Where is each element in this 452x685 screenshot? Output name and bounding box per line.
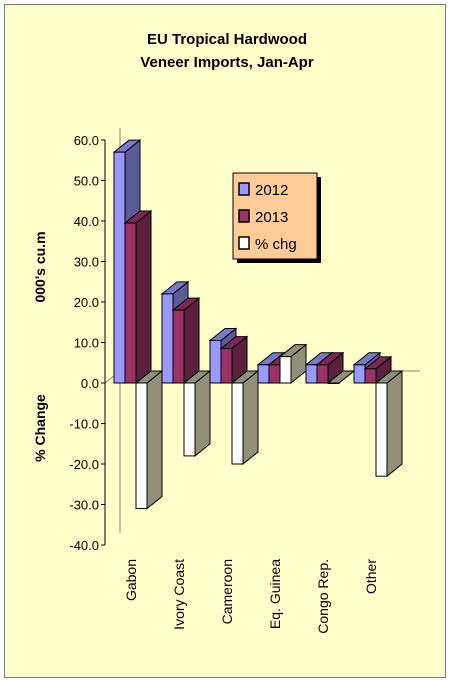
bar-front — [135, 382, 148, 510]
y-tick-label: 10.0 — [74, 336, 99, 351]
bar-front — [161, 293, 174, 384]
y-tick-label: -20.0 — [69, 457, 99, 472]
bar-front — [220, 348, 233, 384]
legend-label-chg: % chg — [255, 236, 297, 253]
bar-side — [242, 369, 259, 466]
bar-side — [194, 369, 211, 457]
legend: 2012 2013 % chg — [232, 172, 321, 263]
bar-front — [183, 382, 196, 457]
y-tick-label: 30.0 — [74, 255, 99, 270]
legend-label-2012: 2012 — [255, 182, 288, 199]
bar-front — [209, 339, 222, 384]
bar-chg-eq-guinea — [278, 343, 308, 385]
bar-front — [124, 222, 137, 384]
y-axis-label-top: 000's cu.m — [32, 231, 48, 302]
bar-chg-cameroon — [230, 369, 260, 466]
bar-chg-ivory-coast — [182, 369, 212, 457]
bar-side — [183, 297, 200, 385]
y-tick-label: 60.0 — [74, 133, 99, 148]
y-tick-label: 50.0 — [74, 174, 99, 189]
y-tick-label: 40.0 — [74, 214, 99, 229]
bar-front — [364, 368, 377, 384]
y-tick-label: 20.0 — [74, 295, 99, 310]
chart-title-line-2: Veneer Imports, Jan-Apr — [140, 54, 314, 71]
y-tick-label: -10.0 — [69, 417, 99, 432]
category-label: Other — [363, 559, 379, 594]
bar-front — [327, 382, 340, 384]
legend-swatch-chg — [238, 236, 250, 250]
bar-2013-congo-rep — [315, 351, 345, 385]
y-tick-label: -30.0 — [69, 498, 99, 513]
bar-2013-other — [363, 355, 393, 385]
y-tick-label: -40.0 — [69, 538, 99, 553]
bar-chg-gabon — [134, 369, 164, 510]
chart-title-line-1: EU Tropical Hardwood — [147, 31, 307, 48]
legend-label-2013: 2013 — [255, 209, 288, 226]
y-tick-label: 0.0 — [81, 376, 99, 391]
bar-side — [146, 369, 163, 510]
bar-front — [375, 382, 388, 477]
bar-front — [305, 364, 318, 384]
bar-2013-cameroon — [219, 335, 249, 385]
legend-swatch-2012 — [238, 182, 250, 196]
bar-front — [279, 356, 292, 384]
bar-chg-other — [374, 369, 404, 478]
category-label: Eq. Guinea — [267, 559, 283, 629]
bar-front — [268, 364, 281, 384]
bar-side — [386, 369, 403, 478]
chart-frame: EU Tropical Hardwood Veneer Imports, Jan… — [4, 4, 446, 678]
bar-front — [353, 364, 366, 384]
plot-area: 60.0 50.0 40.0 30.0 20.0 10.0 0.0 -10.0 -20.0 -30… — [69, 128, 420, 634]
bar-front — [172, 309, 185, 384]
bar-2013-gabon — [123, 209, 153, 385]
category-label: Cameroon — [219, 559, 235, 624]
y-axis-label-bottom: % Change — [32, 394, 48, 462]
bar-front — [257, 364, 270, 384]
category-label: Ivory Coast — [171, 559, 187, 630]
category-label: Congo Rep. — [315, 559, 331, 634]
legend-swatch-2013 — [238, 209, 250, 223]
bar-front — [316, 364, 329, 384]
category-label: Gabon — [123, 559, 139, 601]
bar-2013-ivory-coast — [171, 297, 201, 385]
chart-svg: EU Tropical Hardwood Veneer Imports, Jan… — [32, 31, 420, 634]
bar-front — [231, 382, 244, 465]
bar-front — [113, 151, 126, 384]
bar-side — [135, 209, 152, 385]
